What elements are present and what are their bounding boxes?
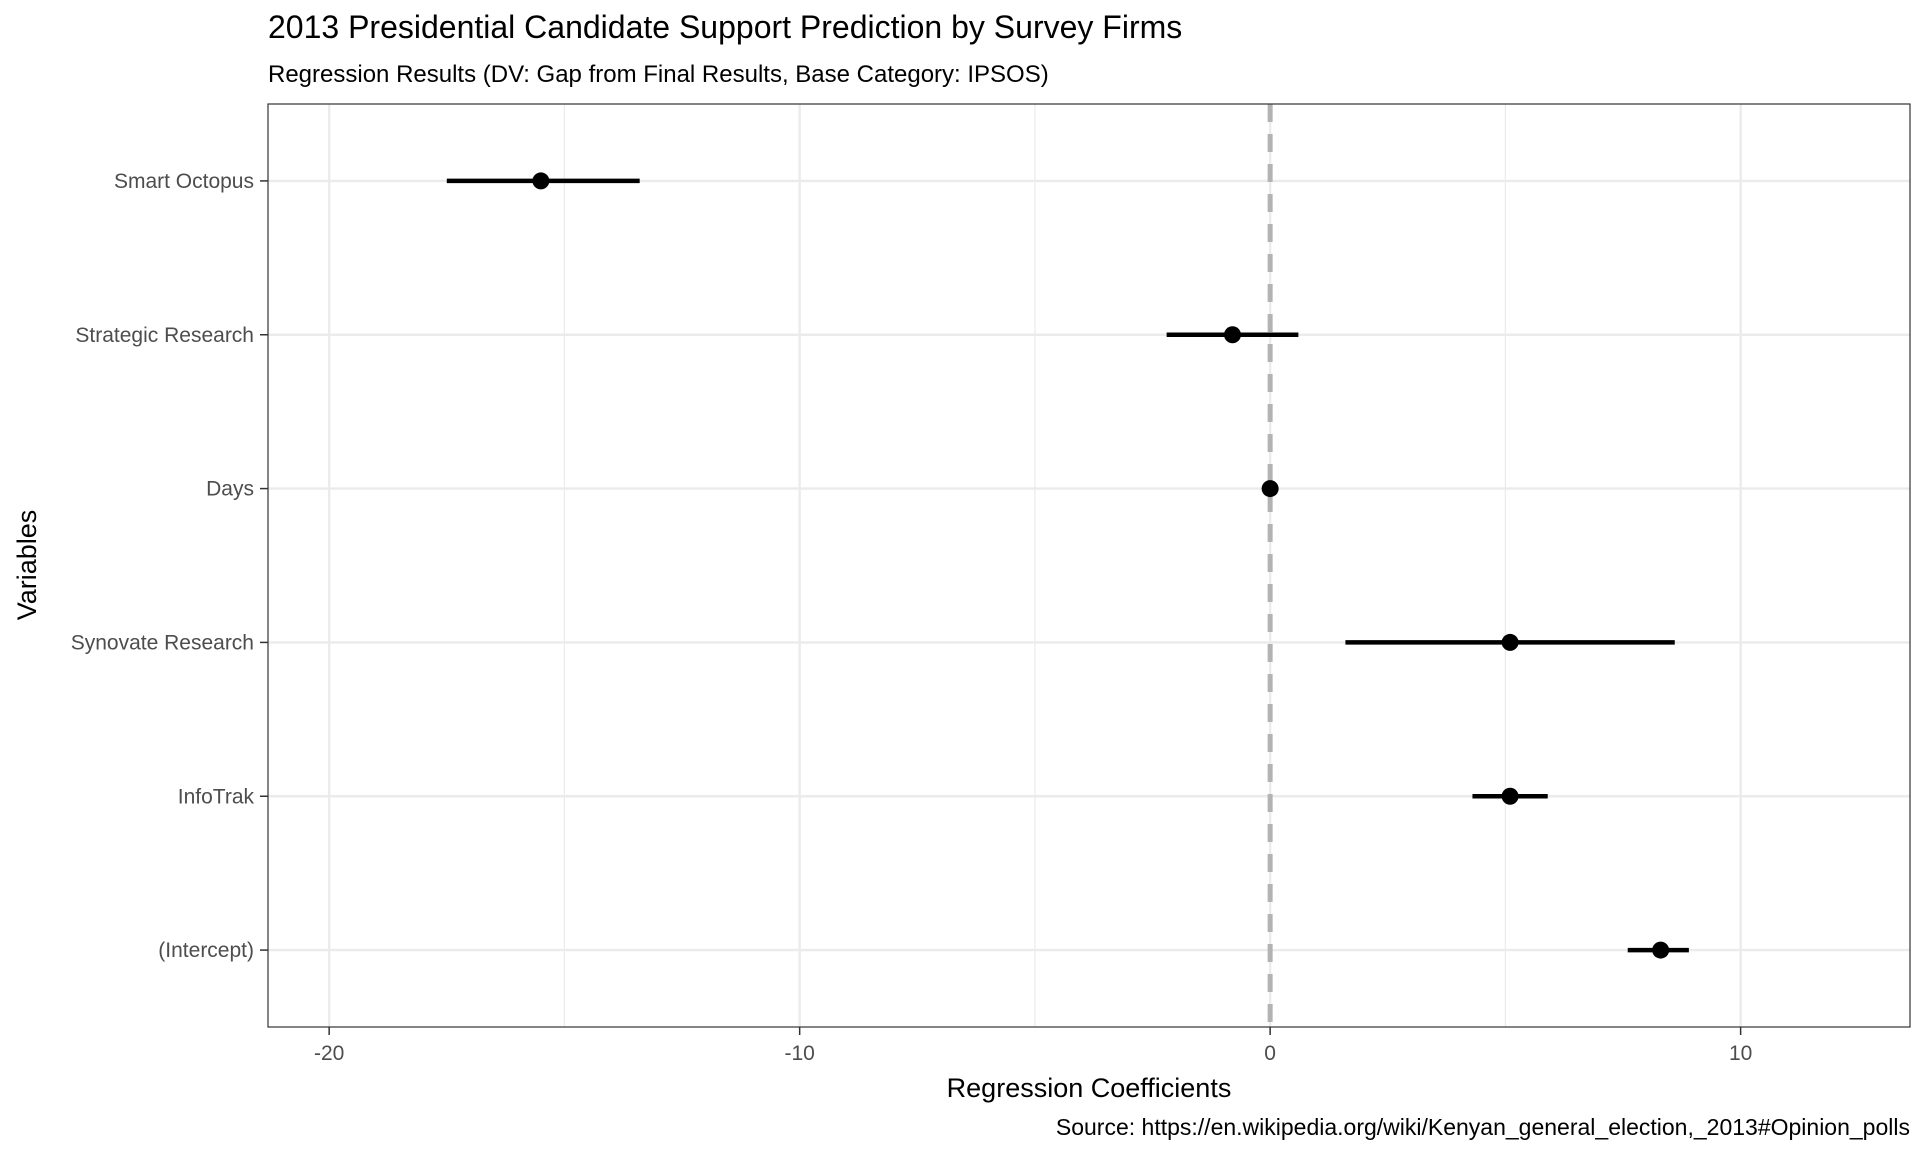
y-tick-label: InfoTrak <box>178 785 255 808</box>
estimate-point <box>1652 941 1670 959</box>
y-tick-label: Synovate Research <box>71 631 254 654</box>
x-axis-title: Regression Coefficients <box>947 1073 1232 1103</box>
coefficient-marks <box>446 172 1689 959</box>
y-tick-label: Smart Octopus <box>114 170 254 193</box>
estimate-point <box>1223 326 1241 344</box>
chart-title: 2013 Presidential Candidate Support Pred… <box>268 9 1182 45</box>
source-caption: Source: https://en.wikipedia.org/wiki/Ke… <box>1056 1114 1910 1140</box>
estimate-point <box>1261 480 1279 498</box>
x-tick-label: -10 <box>784 1042 814 1065</box>
estimate-point <box>1501 633 1519 651</box>
chart-subtitle: Regression Results (DV: Gap from Final R… <box>268 61 1049 88</box>
estimate-point <box>532 172 550 190</box>
y-axis-title: Variables <box>12 510 42 621</box>
x-tick-label: -20 <box>314 1042 344 1065</box>
x-tick-label: 10 <box>1729 1042 1752 1065</box>
y-tick-label: (Intercept) <box>158 939 254 962</box>
grid-lines <box>268 104 1910 1027</box>
estimate-point <box>1501 787 1519 805</box>
x-tick-label: 0 <box>1264 1042 1276 1065</box>
y-tick-label: Days <box>206 478 254 501</box>
panel-border <box>267 103 1911 1028</box>
y-tick-label: Strategic Research <box>75 324 254 347</box>
axes: Smart Octopus Strategic Research Days Synov… <box>71 170 1753 1065</box>
